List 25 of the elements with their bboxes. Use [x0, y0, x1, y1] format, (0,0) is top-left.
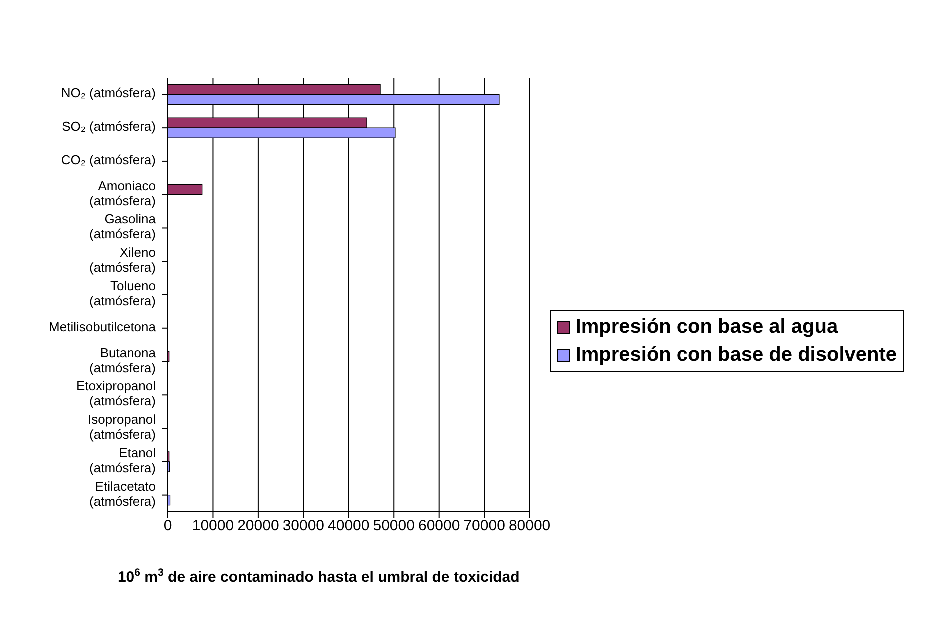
x-axis-title: 10$^{6}$ m$^{3}$ de aire contaminado hasta el umbral de toxicidad	[118, 567, 520, 586]
x-tick-label: 10000	[192, 518, 234, 535]
y-tick-label: Tolueno (atmósfera)	[90, 278, 156, 309]
y-tick-label: NO₂ (atmósfera)	[61, 86, 156, 102]
x-tick-label: 60000	[418, 518, 460, 535]
y-tick-label: Amoniaco (atmósfera)	[90, 178, 156, 209]
y-tick-label: Xileno (atmósfera)	[90, 246, 156, 276]
x-tick-label: 80000	[508, 518, 551, 535]
y-tick-label: Etoxipropanol (atmósfera)	[76, 379, 156, 410]
legend-label: Impresión con base al agua	[576, 315, 838, 340]
x-tick-label: 20000	[238, 518, 280, 535]
y-tick-label: Metilisobutilcetona	[49, 320, 157, 335]
x-tick-label: 70000	[464, 518, 506, 535]
x-tick-label: 40000	[328, 518, 370, 535]
legend-label: Impresión con base de disolvente	[576, 343, 897, 368]
x-tick-label: 0	[164, 518, 172, 535]
x-tick-label: 50000	[373, 518, 415, 535]
y-tick-label: CO₂ (atmósfera)	[61, 152, 156, 168]
y-tick-label: SO₂ (atmósfera)	[62, 120, 156, 135]
x-tick-label: 30000	[282, 518, 325, 535]
y-tick-label: Etilacetato (atmósfera)	[90, 479, 156, 510]
y-tick-label: Butanona (atmósfera)	[90, 346, 157, 376]
y-tick-label: Gasolina (atmósfera)	[90, 212, 157, 242]
y-tick-label: Isopropanol (atmósfera)	[88, 412, 156, 442]
y-tick-label: Etanol (atmósfera)	[90, 446, 156, 476]
